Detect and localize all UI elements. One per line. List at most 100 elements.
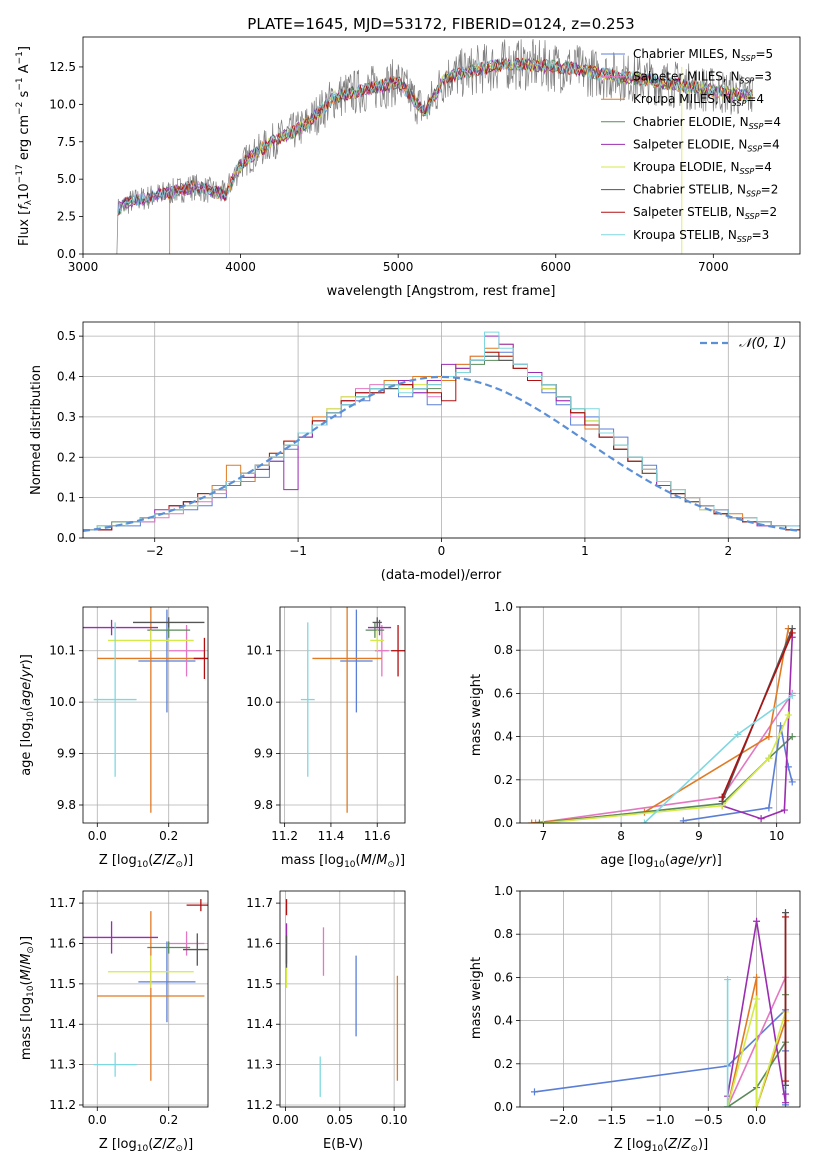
plus-marker (535, 819, 543, 823)
y-tick-label: 11.2 (246, 1098, 273, 1112)
x-tick-label: 0.2 (159, 829, 178, 843)
y-tick-label: 5.0 (57, 172, 76, 186)
massweight-vs-age-plot-area: 7 8 9 10 0.0 0.2 0.4 0.6 0.8 1.0 (494, 600, 801, 843)
legend-label: Salpeter MILES, NSSP=3 (633, 70, 772, 86)
age-vs-z-ylabel: age [log10(age/yr)] (19, 654, 36, 776)
legend-label: Chabrier MILES, NSSP=5 (633, 47, 773, 63)
y-tick-label: 10.1 (49, 644, 76, 658)
plus-marker (784, 711, 792, 719)
plus-marker (788, 733, 796, 741)
y-tick-label: 10.0 (49, 97, 76, 111)
plus-marker (734, 730, 742, 738)
y-tick-label: 0.8 (494, 643, 513, 657)
axes-frame (519, 890, 801, 1108)
plus-marker (757, 815, 765, 823)
errorbar-kroupa-elodie (108, 630, 194, 651)
y-tick-label: 10.1 (246, 644, 273, 658)
legend-label: Chabrier ELODIE, NSSP=4 (633, 115, 781, 131)
normal-curve (83, 375, 800, 532)
errorbar-salpeter-miles (168, 931, 205, 956)
mass-vs-z-ylabel: mass [log10(M/M⊙)] (19, 936, 36, 1060)
x-tick-label: −2.0 (549, 1113, 578, 1127)
y-tick-label: 11.4 (49, 1017, 76, 1031)
y-tick-label: 0.4 (57, 370, 76, 384)
plus-marker (528, 819, 536, 823)
y-tick-label: 0.3 (57, 410, 76, 424)
x-tick-label: 0 (438, 544, 446, 558)
plus-marker (765, 754, 773, 762)
x-tick-label: 0.05 (326, 1113, 353, 1127)
x-tick-label: 1 (581, 544, 589, 558)
y-tick-label: 9.8 (254, 798, 273, 812)
y-tick-label: 0.0 (57, 247, 76, 261)
age-vs-z-panel: 0.0 0.2 9.8 9.9 10.0 10.1 Z [log10(Z/Z⊙)] age… (19, 606, 209, 870)
plus-marker (765, 733, 773, 741)
axes-frame (82, 890, 209, 1108)
y-tick-label: 0.8 (494, 927, 513, 941)
y-tick-label: 7.5 (57, 135, 76, 149)
massweight-vs-age-panel: 7 8 9 10 0.0 0.2 0.4 0.6 0.8 1.0 age [log10(age/y… (469, 600, 801, 870)
plus-marker (539, 819, 547, 823)
axes-frame (519, 606, 801, 824)
y-tick-label: 0.1 (57, 491, 76, 505)
plus-marker (782, 1090, 790, 1098)
axes-frame (279, 606, 406, 824)
mass-vs-ebv-panel: 0.00 0.05 0.10 11.2 11.3 11.4 11.5 11.6 11.7 E(B… (246, 890, 407, 1152)
plus-marker (788, 778, 796, 786)
errorbar-salpeter-stelib (186, 899, 208, 912)
axes: 0.00 0.05 0.10 11.2 11.3 11.4 11.5 11.6 11.7 (246, 891, 407, 1127)
weights-kroupa-stelib (724, 976, 732, 1107)
massweight-vs-z-ylabel: mass weight (469, 957, 484, 1039)
age-vs-z-plot-area: 0.0 0.2 9.8 9.9 10.0 10.1 (49, 606, 209, 843)
weights-salpeter-elodie (718, 633, 796, 823)
massweight-vs-z-plot-area: −2.0 −1.5 −1.0 −0.5 0.0 0.0 0.2 0.4 0.6 0.8 1.0 (494, 884, 801, 1127)
y-tick-label: 0.2 (494, 1057, 513, 1071)
residuals-ylabel: Normed distribution (29, 365, 44, 495)
y-tick-label: 0.5 (57, 329, 76, 343)
x-tick-label: 0.0 (88, 1113, 107, 1127)
x-tick-label: 11.4 (318, 829, 345, 843)
x-tick-label: 7000 (698, 260, 729, 274)
y-tick-label: 11.3 (246, 1058, 273, 1072)
plus-marker (753, 917, 761, 925)
y-tick-label: 9.8 (57, 798, 76, 812)
weights-salpeter-stelib (782, 913, 790, 1085)
legend-label: Kroupa MILES, NSSP=4 (633, 92, 764, 108)
plus-marker (782, 1077, 790, 1085)
y-tick-label: 2.5 (57, 210, 76, 224)
plus-marker (780, 806, 788, 814)
errorbar-chabrier-miles (340, 609, 373, 713)
errorbar-salpeter-stelib (391, 625, 405, 677)
errorbar-salpeter-elodie (83, 619, 158, 636)
errorbar-salpeter-miles (168, 625, 205, 677)
weight-line (721, 637, 793, 820)
y-tick-label: 0.6 (494, 970, 513, 984)
x-tick-label: 7 (540, 829, 548, 843)
spectrum-plot-area: 3000 4000 5000 6000 7000 0.0 2.5 5.0 7.5 10.0 12.5… (49, 36, 801, 274)
mass-vs-z-xlabel: Z [log10(Z/Z⊙)] (99, 1137, 193, 1154)
errorbar-chabrier-miles (138, 941, 196, 1023)
residuals-plot-area: −2 −1 0 1 2 0.0 0.1 0.2 0.3 0.4 0.5 𝒩(0, 1) (57, 321, 801, 558)
axes: 3000 4000 5000 6000 7000 0.0 2.5 5.0 7.5 10.0 12.5 (49, 60, 728, 274)
y-tick-label: 0.2 (57, 450, 76, 464)
plus-marker (788, 692, 796, 700)
legend-label: Kroupa STELIB, NSSP=3 (633, 228, 769, 244)
errorbar-chabrier-stelib (183, 933, 208, 966)
plus-marker (532, 819, 540, 823)
y-tick-label: 11.5 (49, 977, 76, 991)
x-tick-label: 11.2 (271, 829, 298, 843)
weight-line (721, 632, 793, 798)
axes-frame (279, 890, 406, 1108)
legend-label: Kroupa ELODIE, NSSP=4 (633, 160, 772, 176)
plus-marker (782, 913, 790, 921)
x-tick-label: 0.00 (272, 1113, 299, 1127)
massweight-vs-age-ylabel: mass weight (469, 674, 484, 756)
model-fit-kroupa-stelib (117, 59, 754, 216)
x-tick-label: −1 (289, 544, 307, 558)
x-tick-label: 3000 (68, 260, 99, 274)
axes: 0.0 0.2 11.2 11.3 11.4 11.5 11.6 11.7 (49, 891, 208, 1127)
residuals-xlabel: (data-model)/error (381, 568, 502, 583)
spectrum-ylabel: Flux [fλ10−17 erg cm−2 s−1 A−1] (15, 46, 34, 246)
x-tick-label: 0.2 (159, 1113, 178, 1127)
